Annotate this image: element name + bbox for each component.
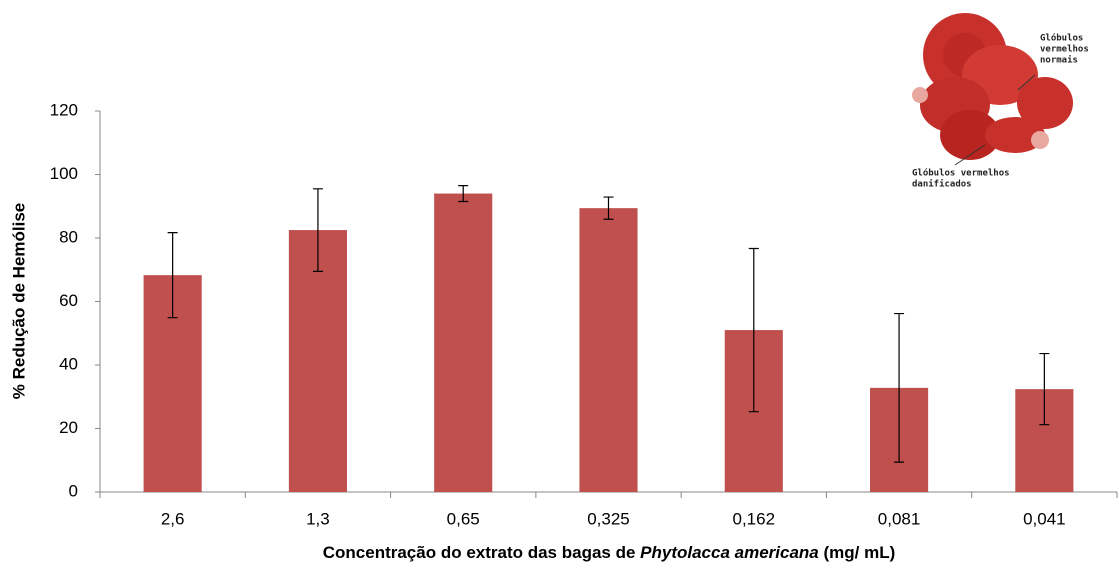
x-tick-label: 2,6 xyxy=(161,509,185,528)
x-label-part: Concentração do extrato das bagas de xyxy=(323,543,640,562)
inset-label: Glóbulos xyxy=(1040,33,1083,44)
inset-label: Glóbulos vermelhos xyxy=(912,168,1010,179)
x-tick-label: 1,3 xyxy=(306,509,330,528)
y-tick-label: 20 xyxy=(59,418,78,437)
inset-image: Glóbulos vermelhos normais Glóbulos verm… xyxy=(912,13,1089,190)
error-bar xyxy=(748,247,759,413)
error-bar xyxy=(1039,352,1050,426)
error-bar xyxy=(603,196,614,220)
x-tick-label: 0,041 xyxy=(1023,509,1066,528)
x-tick-label: 0,162 xyxy=(733,509,776,528)
error-bar xyxy=(312,188,323,272)
x-tick-label: 0,325 xyxy=(587,509,630,528)
x-label-part: (mg/ mL) xyxy=(819,543,896,562)
error-bar xyxy=(167,232,178,319)
y-tick-label: 60 xyxy=(59,291,78,310)
y-tick-label: 120 xyxy=(50,100,78,119)
error-bar xyxy=(458,185,469,203)
error-bar xyxy=(894,312,905,463)
bar xyxy=(288,230,347,492)
x-label-part: Phytolacca americana xyxy=(640,543,819,562)
y-tick-label: 40 xyxy=(59,354,78,373)
y-tick-label: 80 xyxy=(59,227,78,246)
bar xyxy=(434,193,493,493)
bar xyxy=(579,208,638,492)
y-tick-label: 0 xyxy=(69,481,78,500)
y-axis-label: % Redução de Hemólise xyxy=(9,203,28,400)
x-axis-label: Concentração do extrato das bagas de Phy… xyxy=(323,543,896,562)
inset-label: vermelhos xyxy=(1040,45,1089,55)
inset-label: danificados xyxy=(912,179,972,190)
x-tick-label: 0,65 xyxy=(447,509,480,528)
y-tick-label: 100 xyxy=(50,164,78,183)
inset-label: normais xyxy=(1040,55,1078,66)
x-tick-label: 0,081 xyxy=(878,509,921,528)
